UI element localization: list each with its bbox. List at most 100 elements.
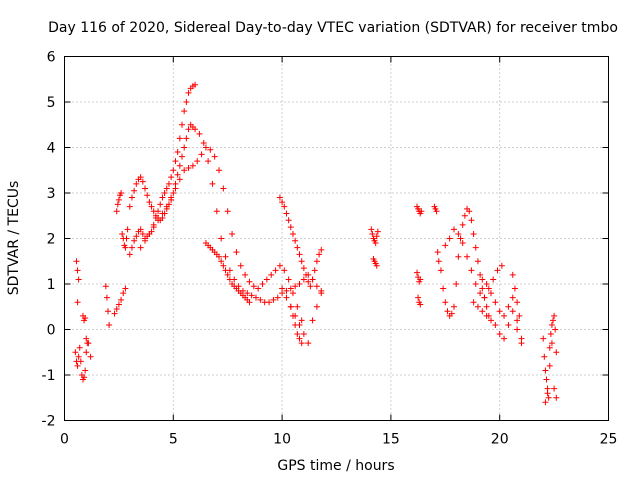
data-point: [211, 153, 218, 160]
data-point: [176, 176, 183, 183]
data-point: [120, 290, 127, 297]
data-point: [514, 299, 521, 306]
data-point: [137, 174, 144, 181]
data-points: [72, 81, 560, 406]
data-point: [453, 281, 460, 287]
data-point: [83, 335, 90, 342]
data-point: [548, 340, 555, 347]
data-point: [114, 201, 121, 208]
data-point: [122, 285, 129, 292]
series-segment-r: [479, 276, 525, 347]
data-point: [279, 285, 286, 292]
data-point: [200, 139, 207, 146]
data-point: [148, 203, 155, 210]
data-point: [305, 278, 312, 285]
data-point: [294, 244, 301, 251]
data-point: [477, 290, 484, 297]
data-point: [172, 158, 179, 165]
data-point: [118, 296, 125, 303]
data-point: [552, 326, 559, 333]
data-point: [451, 303, 458, 310]
data-point: [142, 237, 149, 244]
data-point: [85, 340, 92, 347]
data-point: [276, 194, 283, 201]
data-point: [81, 374, 88, 381]
data-point: [142, 185, 149, 192]
y-tick-label: -2: [42, 414, 56, 430]
data-point: [168, 194, 175, 201]
x-tick-label: 5: [169, 432, 178, 448]
data-point: [442, 299, 449, 306]
data-point: [181, 108, 188, 115]
data-point: [470, 299, 477, 306]
data-point: [287, 224, 294, 231]
chart-title: Day 116 of 2020, Sidereal Day-to-day VTE…: [48, 20, 618, 36]
data-point: [311, 267, 318, 274]
y-tick-label: 1: [47, 277, 56, 293]
data-point: [185, 126, 192, 133]
data-point: [131, 237, 138, 244]
data-point: [237, 262, 244, 269]
data-point: [459, 240, 466, 247]
data-point: [276, 262, 283, 269]
data-point: [492, 321, 499, 328]
data-point: [82, 315, 89, 322]
data-point: [113, 208, 120, 215]
data-point: [433, 208, 440, 215]
data-point: [417, 301, 424, 308]
data-point: [551, 385, 558, 392]
data-point: [542, 399, 549, 406]
data-point: [192, 81, 199, 88]
data-point: [289, 290, 296, 297]
data-point: [289, 230, 296, 237]
data-point: [414, 269, 421, 276]
data-point: [542, 367, 549, 374]
y-tick-label: 2: [47, 232, 56, 248]
data-point: [150, 224, 157, 231]
data-point: [218, 235, 225, 242]
data-point: [74, 362, 81, 369]
data-point: [74, 299, 81, 306]
data-point: [181, 144, 188, 151]
data-point: [224, 271, 231, 278]
data-point: [226, 276, 233, 283]
data-point: [144, 192, 151, 199]
data-point: [209, 180, 216, 187]
data-point: [505, 303, 512, 310]
data-point: [303, 271, 310, 278]
series-segment-c: [102, 283, 113, 328]
series-segment-k: [279, 285, 325, 347]
data-point: [461, 212, 468, 219]
data-point: [514, 317, 521, 324]
data-point: [74, 267, 81, 274]
data-point: [468, 217, 475, 224]
data-point: [213, 208, 220, 215]
x-tick-label: 15: [382, 432, 400, 448]
data-point: [296, 281, 303, 287]
data-point: [543, 376, 550, 383]
data-point: [457, 235, 464, 242]
data-point: [474, 258, 481, 265]
data-point: [474, 303, 481, 310]
data-point: [218, 258, 225, 265]
data-point: [550, 317, 557, 324]
data-point: [448, 310, 455, 317]
data-point: [229, 230, 236, 237]
data-point: [179, 153, 186, 160]
data-point: [285, 217, 292, 224]
data-point: [516, 312, 523, 319]
data-point: [300, 331, 307, 338]
data-point: [511, 285, 518, 292]
data-point: [437, 267, 444, 274]
data-point: [551, 312, 558, 319]
data-point: [123, 235, 130, 242]
data-point: [222, 267, 229, 274]
data-point: [133, 233, 140, 240]
data-point: [509, 271, 516, 278]
data-point: [146, 199, 153, 206]
data-point: [133, 180, 140, 187]
data-point: [126, 251, 133, 258]
data-point: [128, 194, 135, 201]
x-tick-label: 25: [600, 432, 618, 448]
